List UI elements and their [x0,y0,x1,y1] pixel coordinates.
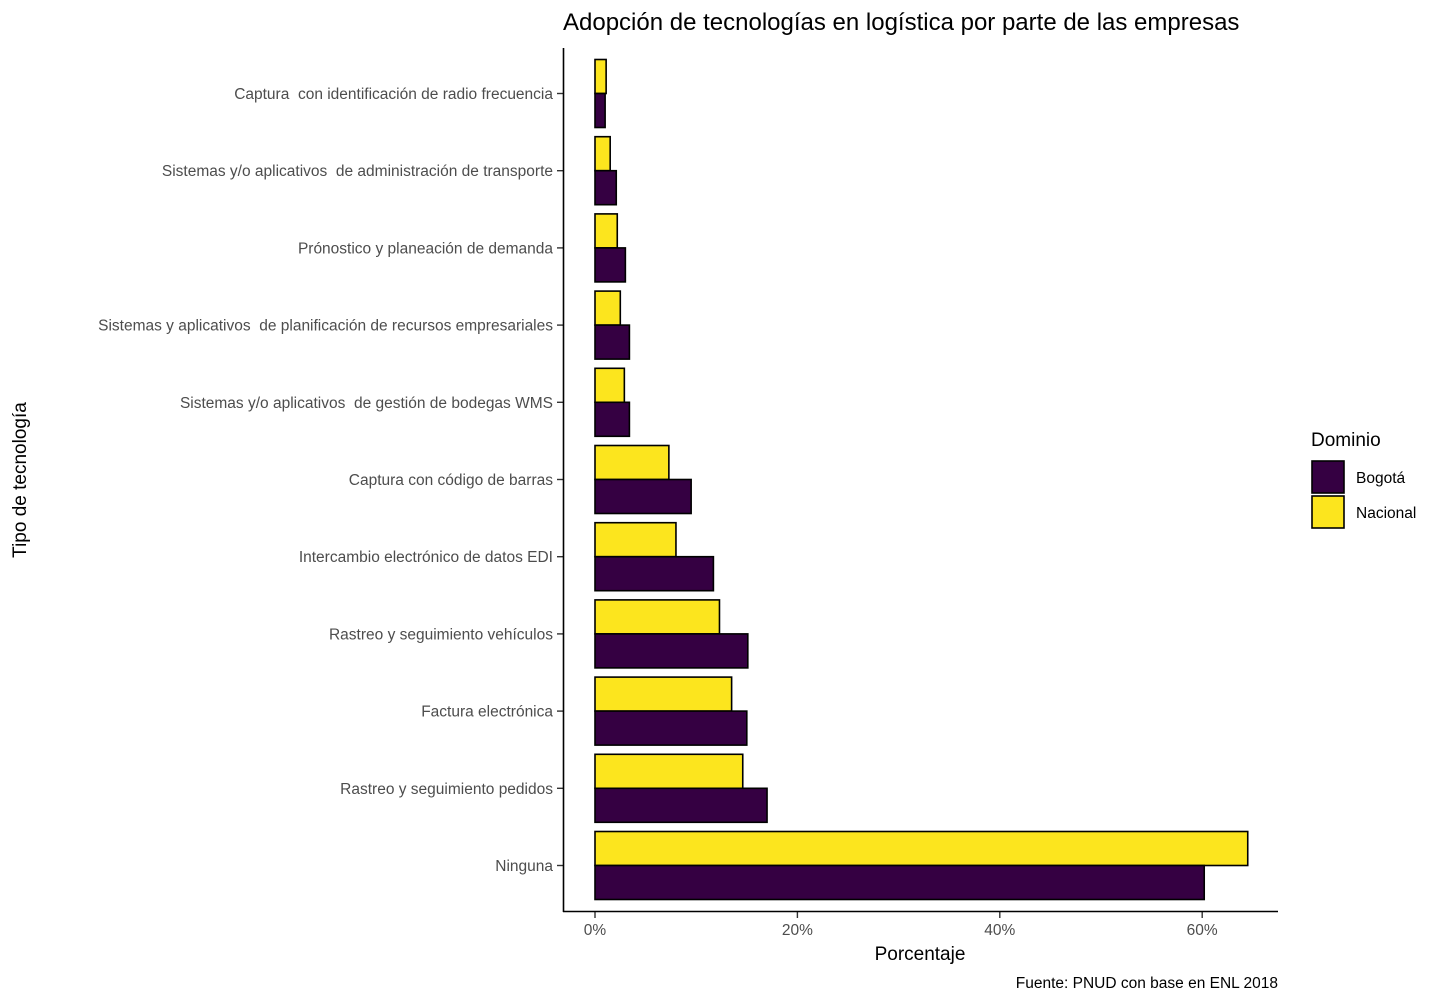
bar-bogota [594,478,692,515]
bar-bogota [594,324,631,360]
bar-nacional [594,213,619,249]
bar-nacional [594,135,611,172]
legend-items: Bogotá Nacional [1311,460,1416,529]
bar-bogota [594,555,715,592]
bar-nacional [594,753,744,790]
chart-title: Adopción de tecnologías en logística por… [563,9,1239,36]
chart-caption: Fuente: PNUD con base en ENL 2018 [1016,975,1278,992]
y-tick-label: Captura con identificación de radio frec… [234,86,553,103]
x-axis-title: Porcentaje [875,944,966,965]
legend-label: Bogotá [1356,470,1406,487]
x-tick-label: 20% [782,922,813,939]
y-tick-label: Rastreo y seguimiento pedidos [340,781,553,798]
bars [594,58,1249,901]
bar-nacional [594,444,670,481]
legend-label: Nacional [1356,505,1416,522]
y-tick-label: Rastreo y seguimiento vehículos [329,626,553,643]
bar-bogota [594,787,768,824]
bar-bogota [594,864,1206,901]
bar-nacional [594,290,622,326]
y-tick-label: Factura electrónica [421,704,553,721]
bar-nacional [594,676,733,712]
bar-nacional [594,521,677,558]
legend-swatch [1311,460,1345,494]
legend-swatch [1311,495,1345,529]
bar-nacional [594,599,721,635]
y-axis-title: Tipo de tecnología [10,402,31,558]
y-tick-label: Ninguna [495,858,553,875]
legend-title: Dominio [1311,430,1381,451]
x-axis-ticks: 0% 20% 40% 60% [584,912,1218,939]
y-axis-ticks: Captura con identificación de radio frec… [98,86,563,875]
bar-bogota [594,247,627,283]
bar-nacional [594,58,607,95]
bar-bogota [594,169,618,206]
y-tick-label: Intercambio electrónico de datos EDI [299,549,553,566]
bar-bogota [594,710,748,746]
x-tick-label: 60% [1187,922,1218,939]
y-tick-label: Prónostico y planeación de demanda [298,240,553,257]
bar-nacional [594,367,626,404]
y-tick-label: Captura con código de barras [349,472,553,489]
y-tick-label: Sistemas y aplicativos de planificación … [98,318,553,335]
legend: Dominio Bogotá Nacional [1311,430,1416,529]
y-tick-label: Sistemas y/o aplicativos de gestión de b… [180,395,553,412]
x-tick-label: 40% [984,922,1015,939]
bar-bogota [594,633,749,669]
y-tick-label: Sistemas y/o aplicativos de administraci… [162,163,553,180]
bar-bogota [594,92,606,129]
x-tick-label: 0% [584,922,607,939]
bar-bogota [594,401,631,438]
bar-nacional [594,830,1249,867]
